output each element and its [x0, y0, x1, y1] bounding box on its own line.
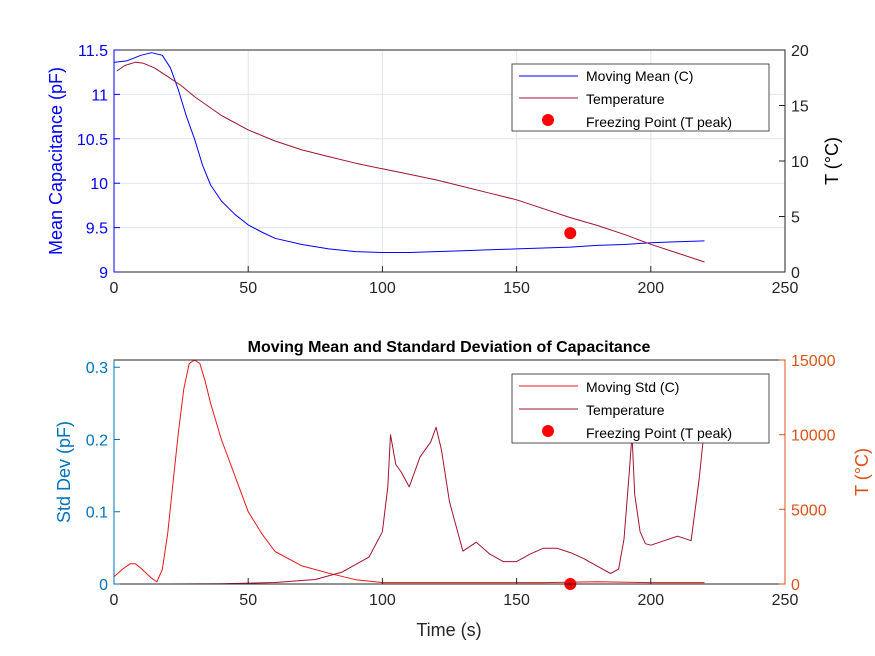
- top-axes: 0 50 100 150 200 25099.51010.51111.505101520 …: [46, 43, 842, 297]
- top-xtick-label: 50: [239, 280, 257, 297]
- top-right-ytick-label: 0: [791, 265, 800, 282]
- bottom-right-ytick-label: 5000: [791, 502, 827, 519]
- bottom-left-ytick-label: 0.2: [86, 432, 108, 449]
- bottom-right-ytick-label: 0: [791, 577, 800, 594]
- top-right-ytick-label: 10: [791, 154, 809, 171]
- top-left-ytick-label: 9.5: [86, 221, 108, 238]
- bottom-temperature-line: [114, 426, 705, 585]
- top-xtick-label: 200: [637, 280, 664, 297]
- bottom-axes: 0 50 100 150 200 25000.10.20.3050001000015000…: [54, 339, 872, 640]
- bottom-legend-freeze-label: Freezing Point (T peak): [586, 425, 732, 441]
- bottom-legend-freeze-swatch: [542, 425, 554, 437]
- top-temperature-line: [116, 61, 705, 263]
- top-left-ytick-label: 11: [91, 87, 108, 104]
- top-legend-freeze-label: Freezing Point (T peak): [586, 114, 732, 130]
- bottom-legend-std-label: Moving Std (C): [586, 379, 679, 395]
- top-left-ytick-label: 10.5: [77, 132, 108, 149]
- top-right-ytick-label: 20: [791, 43, 809, 60]
- top-series: [113, 52, 705, 263]
- bottom-right-ytick-label: 15000: [791, 353, 836, 370]
- bottom-xtick-label: 250: [772, 592, 799, 609]
- bottom-right-ytick-label: 10000: [791, 428, 836, 445]
- bottom-xtick-label: 100: [369, 592, 396, 609]
- top-moving-mean-c-line: [113, 52, 705, 253]
- top-left-ylabel: Mean Capacitance (pF): [46, 67, 66, 255]
- top-legend-freeze-swatch: [542, 114, 554, 126]
- bottom-left-ytick-label: 0.1: [86, 505, 108, 522]
- top-xtick-label: 150: [503, 280, 530, 297]
- top-legend-temp-label: Temperature: [586, 91, 665, 107]
- top-freezing-point-marker: [564, 227, 577, 240]
- top-left-ytick-label: 10: [90, 176, 108, 193]
- top-right-ylabel: T (°C): [822, 137, 842, 185]
- top-legend: Moving Mean (C) Temperature Freezing Poi…: [511, 63, 770, 132]
- bottom-xtick-label: 0: [110, 592, 119, 609]
- top-xtick-label: 250: [772, 280, 799, 297]
- bottom-moving-std-c-line: [113, 359, 705, 584]
- top-left-ytick-label: 9: [99, 265, 108, 282]
- bottom-left-ytick-label: 0: [99, 577, 108, 594]
- bottom-xtick-label: 50: [239, 592, 257, 609]
- bottom-legend: Moving Std (C) Temperature Freezing Poin…: [511, 373, 770, 444]
- top-right-ytick-label: 5: [791, 210, 800, 227]
- top-left-ytick-label: 11.5: [78, 43, 108, 60]
- bottom-legend-temp-label: Temperature: [586, 402, 665, 418]
- bottom-xlabel: Time (s): [416, 620, 481, 640]
- bottom-right-ylabel: T (°C): [852, 448, 872, 496]
- bottom-xtick-label: 150: [503, 592, 530, 609]
- bottom-left-ylabel: Std Dev (pF): [54, 421, 74, 523]
- top-xtick-label: 100: [369, 280, 396, 297]
- top-right-ytick-label: 15: [791, 99, 809, 116]
- bottom-xtick-label: 200: [637, 592, 664, 609]
- bottom-title: Moving Mean and Standard Deviation of Ca…: [248, 339, 651, 356]
- top-xtick-label: 0: [110, 280, 119, 297]
- top-legend-mean-label: Moving Mean (C): [586, 68, 693, 84]
- bottom-left-ytick-label: 0.3: [86, 360, 108, 377]
- top-ticks: 0 50 100 150 200 250 9 9.5 10 10.5 11 11.5 0 5 10 15 20: [77, 43, 809, 297]
